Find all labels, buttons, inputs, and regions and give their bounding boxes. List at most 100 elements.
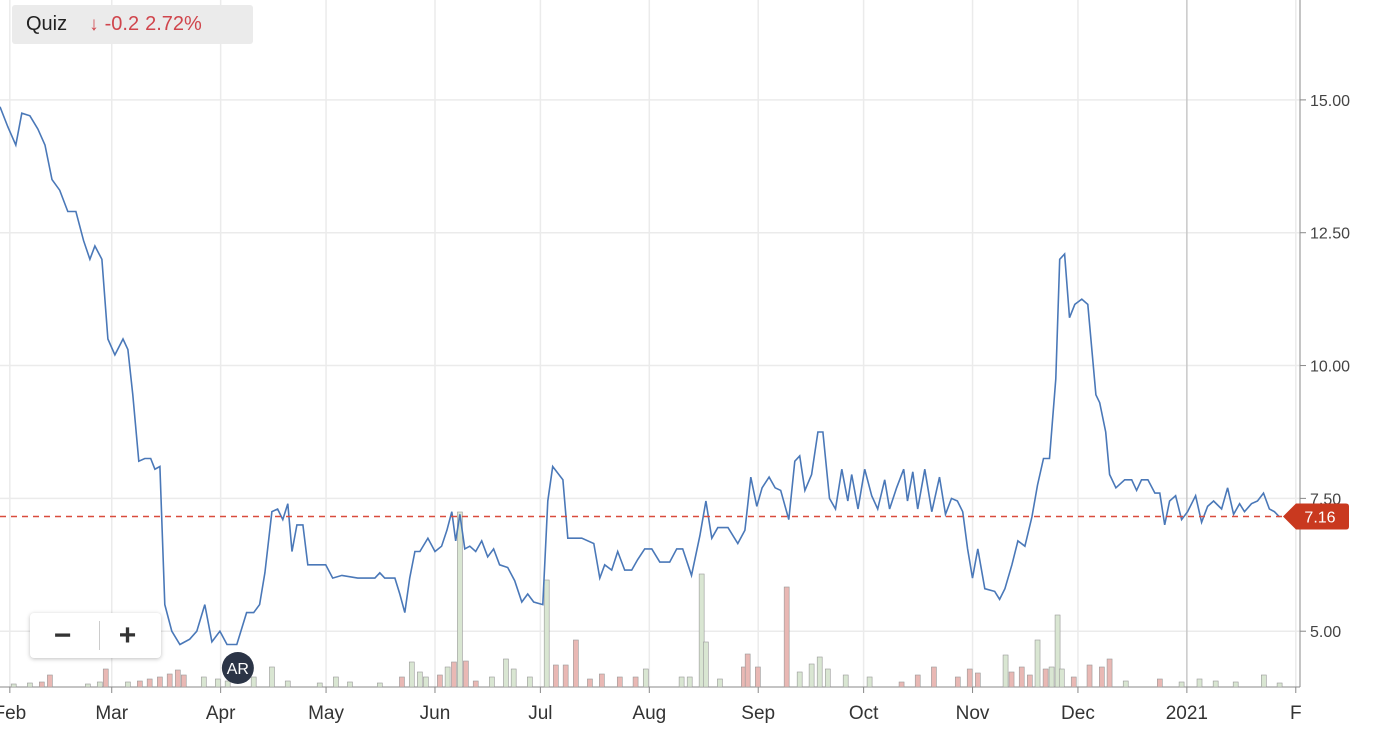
change-percent: 2.72%	[145, 13, 202, 35]
volume-bar	[783, 586, 790, 688]
volume-bar	[457, 511, 463, 688]
volume-bar	[1027, 674, 1033, 688]
volume-bar	[744, 653, 751, 688]
volume-bar	[166, 673, 173, 688]
volume-bar	[1106, 658, 1113, 688]
x-tick-label: Jul	[528, 703, 552, 724]
volume-bar	[966, 668, 973, 688]
volume-bar	[146, 678, 153, 688]
volume-bar	[269, 666, 275, 688]
zoom-controls: − +	[30, 613, 161, 658]
zoom-in-button[interactable]: +	[118, 619, 137, 652]
reference-label: 7.16	[1304, 509, 1335, 526]
volume-bar	[1054, 614, 1061, 688]
x-tick-label: Sep	[741, 703, 775, 724]
volume-bar	[489, 676, 495, 688]
volume-bar	[137, 680, 143, 688]
volume-bar	[423, 676, 429, 688]
volume-bar	[898, 681, 905, 688]
x-tick-label: Apr	[206, 703, 236, 724]
volume-bar	[174, 669, 181, 688]
symbol: Quiz	[26, 13, 68, 35]
volume-bar	[125, 681, 131, 688]
volume-bar	[1276, 682, 1283, 688]
volume-bar	[1099, 666, 1105, 688]
volume-bar	[437, 674, 443, 688]
x-tick-label: Oct	[849, 703, 879, 724]
volume-bar	[503, 658, 509, 688]
volume-bar	[180, 674, 187, 688]
volume-bar	[1157, 678, 1163, 688]
volume-bar	[451, 661, 457, 688]
volume-bar	[157, 676, 163, 688]
volume-bar	[808, 663, 815, 688]
volume-bar	[632, 676, 639, 688]
reference-badge	[1283, 503, 1349, 530]
volume-bar	[914, 674, 921, 688]
volume-bar	[1002, 654, 1009, 688]
x-tick-label: Nov	[956, 703, 990, 724]
quote-header: Quiz ↓ -0.2 2.72%	[12, 5, 253, 44]
volume-bar	[1042, 668, 1049, 688]
y-tick-label: 12.50	[1310, 226, 1350, 243]
volume-bar	[250, 676, 257, 688]
volume-bar	[954, 676, 961, 688]
volume-bar	[39, 681, 45, 688]
volume-bar	[333, 676, 339, 688]
volume-bar	[698, 573, 705, 688]
event-marker-label: AR	[227, 661, 249, 678]
volume-bar	[543, 579, 550, 688]
volume-bar	[642, 668, 649, 688]
volume-bar	[284, 680, 291, 688]
zoom-out-button[interactable]: −	[53, 619, 72, 652]
volume-bar	[755, 666, 761, 688]
volume-bar	[463, 660, 469, 688]
volume-bar	[472, 680, 479, 688]
y-tick-label: 5.00	[1310, 624, 1341, 641]
volume-bar	[347, 681, 353, 688]
volume-bar	[553, 664, 559, 688]
volume-bar	[678, 676, 685, 688]
volume-bar	[85, 683, 91, 688]
x-tick-label: Dec	[1061, 703, 1095, 724]
volume-bar	[1122, 680, 1129, 688]
volume-bar	[587, 678, 593, 688]
volume-bar	[527, 676, 533, 688]
separator	[99, 621, 100, 650]
x-tick-label: Mar	[95, 703, 128, 724]
volume-bar	[399, 676, 405, 688]
volume-bar	[686, 676, 693, 688]
volume-bar	[316, 682, 323, 688]
volume-bar	[703, 641, 709, 688]
volume-bar	[1018, 666, 1025, 688]
volume-bar	[417, 671, 423, 688]
volume-bar	[47, 674, 53, 688]
volume-bar	[599, 673, 605, 688]
volume-bar	[510, 668, 517, 688]
volume-bar	[1212, 680, 1219, 688]
volume-bar	[1048, 666, 1055, 688]
volume-bar	[215, 678, 221, 688]
volume-bar	[27, 682, 33, 688]
x-tick-label: F	[1290, 703, 1302, 724]
volume-bar	[96, 681, 103, 688]
volume-bar	[1178, 681, 1185, 688]
x-tick-label: Jun	[420, 703, 451, 724]
price-line	[0, 106, 1281, 646]
volume-bar	[931, 666, 937, 688]
volume-bar	[616, 676, 623, 688]
volume-bar	[824, 668, 831, 688]
volume-bar	[10, 683, 17, 688]
x-tick-label: 2021	[1166, 703, 1208, 724]
volume-bar	[1070, 676, 1077, 688]
volume-bar	[444, 666, 451, 688]
volume-bar	[1261, 674, 1267, 688]
volume-bar	[573, 639, 579, 688]
volume-bar	[1232, 681, 1239, 688]
volume-bar	[1058, 668, 1065, 688]
y-tick-label: 10.00	[1310, 359, 1350, 376]
volume-bar	[102, 668, 109, 688]
y-tick-label: 15.00	[1310, 93, 1350, 110]
x-tick-label: Aug	[632, 703, 666, 724]
